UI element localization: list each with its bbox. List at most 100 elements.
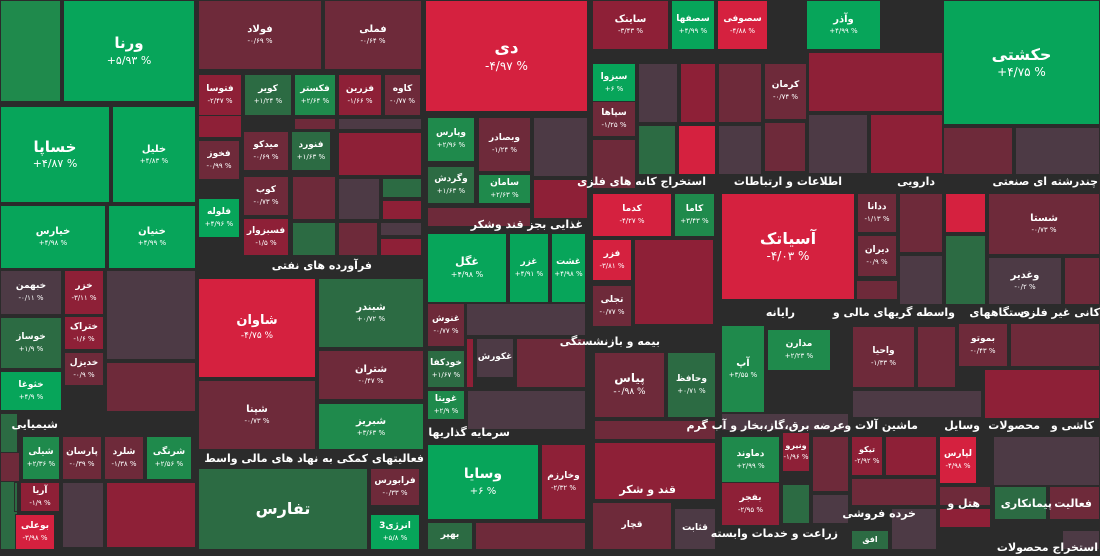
treemap-tile[interactable]: فکستر +۲/۶۴ % (294, 74, 336, 116)
treemap-tile[interactable]: کویر +۱/۲۴ % (244, 74, 292, 116)
treemap-tile-unlabeled[interactable] (427, 207, 531, 227)
treemap-tile[interactable]: فزر -۳/۸۱ % (592, 239, 632, 281)
treemap-tile[interactable]: پارسان -۰/۳۹ % (62, 436, 102, 480)
treemap-tile-unlabeled[interactable] (516, 338, 586, 388)
treemap-tile-unlabeled[interactable] (718, 63, 762, 123)
treemap-tile[interactable]: افق (851, 530, 889, 550)
treemap-tile[interactable]: کرمان -۰/۷۴ % (764, 63, 807, 120)
treemap-tile[interactable]: خیارس +۴/۹۸ % (0, 205, 106, 269)
treemap-tile[interactable]: شیلی +۲/۳۶ % (22, 436, 60, 480)
treemap-tile[interactable]: قثابت (674, 508, 716, 550)
treemap-tile-unlabeled[interactable] (812, 494, 849, 524)
treemap-tile-unlabeled[interactable] (533, 179, 588, 219)
treemap-tile-unlabeled[interactable] (106, 362, 196, 412)
treemap-tile-unlabeled[interactable] (106, 482, 196, 548)
treemap-tile[interactable]: شبندر +۰/۷۲ % (318, 278, 424, 348)
treemap-tile-unlabeled[interactable] (62, 482, 104, 548)
treemap-tile[interactable]: غکورش (476, 338, 514, 378)
treemap-tile[interactable]: وخارزم -۲/۳۲ % (541, 444, 586, 520)
treemap-tile[interactable]: وآذر +۴/۹۹ % (806, 0, 881, 50)
treemap-tile-unlabeled[interactable] (899, 193, 943, 253)
treemap-tile[interactable]: ونیرو -۱/۹۶ % (782, 432, 810, 472)
treemap-tile-unlabeled[interactable] (782, 484, 810, 524)
treemap-tile-unlabeled[interactable] (380, 222, 422, 236)
treemap-tile-unlabeled[interactable] (943, 127, 1013, 175)
treemap-tile-unlabeled[interactable] (764, 122, 806, 172)
treemap-tile-unlabeled[interactable] (638, 125, 676, 175)
treemap-tile[interactable]: بفجر -۲/۹۵ % (721, 482, 780, 526)
treemap-tile[interactable]: بهپر (427, 522, 473, 550)
treemap-tile[interactable]: شرنگی +۲/۵۶ % (146, 436, 192, 480)
treemap-tile[interactable]: خودکفا +۱/۶۷ % (427, 350, 465, 388)
treemap-tile-unlabeled[interactable] (870, 114, 943, 174)
treemap-tile-unlabeled[interactable] (917, 326, 956, 388)
treemap-tile-unlabeled[interactable] (338, 132, 422, 176)
treemap-tile-unlabeled[interactable] (678, 125, 716, 175)
treemap-tile[interactable]: خلیل +۴/۸۳ % (112, 106, 196, 203)
treemap-tile[interactable]: شپنا -۰/۷۳ % (198, 380, 316, 450)
treemap-tile-unlabeled[interactable] (592, 139, 636, 189)
treemap-tile-unlabeled[interactable] (885, 436, 937, 476)
treemap-tile-unlabeled[interactable] (0, 452, 20, 482)
treemap-tile[interactable]: فسبزوار -۱/۵ % (243, 218, 289, 256)
treemap-tile[interactable]: کاوه -۰/۷۷ % (384, 74, 421, 116)
treemap-tile[interactable]: ختراک -۱/۶ % (64, 316, 104, 350)
treemap-tile[interactable]: فخوز -۰/۹۹ % (198, 140, 240, 180)
treemap-tile[interactable]: خدیزل -۰/۹ % (64, 352, 104, 386)
treemap-tile-unlabeled[interactable] (292, 176, 336, 220)
treemap-tile-unlabeled[interactable] (718, 125, 762, 175)
treemap-tile[interactable]: شاوان -۴/۷۵ % (198, 278, 316, 378)
treemap-tile[interactable]: مدارن +۲/۲۳ % (767, 329, 831, 371)
treemap-tile[interactable]: واحیا -۱/۳۳ % (852, 326, 915, 388)
treemap-tile[interactable]: کدما -۴/۲۷ % (592, 193, 672, 237)
treemap-tile-unlabeled[interactable] (812, 436, 849, 492)
treemap-tile[interactable]: ددانا -۱/۱۳ % (857, 193, 897, 233)
treemap-tile-unlabeled[interactable] (0, 0, 61, 102)
treemap-tile[interactable]: وسایا +۶ % (427, 444, 539, 520)
treemap-tile[interactable]: بموتو -۰/۴۳ % (958, 323, 1008, 367)
treemap-tile-unlabeled[interactable] (380, 238, 422, 256)
treemap-tile-unlabeled[interactable] (475, 522, 586, 550)
treemap-tile[interactable]: تیکو -۲/۹۲ % (851, 436, 883, 476)
treemap-tile-unlabeled[interactable] (808, 114, 868, 174)
treemap-tile[interactable]: دماوند +۲/۹۹ % (721, 436, 780, 484)
treemap-tile[interactable]: آپ +۳/۵۵ % (721, 325, 765, 413)
treemap-tile-unlabeled[interactable] (1049, 486, 1100, 520)
treemap-tile-unlabeled[interactable] (899, 255, 943, 305)
treemap-tile[interactable]: وگردش +۱/۶۳ % (427, 166, 475, 204)
treemap-tile[interactable]: انرژی3 +۵/۸ % (370, 514, 420, 550)
treemap-tile[interactable]: سپاها -۱/۲۵ % (592, 101, 636, 137)
treemap-tile[interactable]: سصوفی -۴/۸۸ % (717, 0, 768, 50)
treemap-tile-unlabeled[interactable] (721, 413, 849, 431)
treemap-tile-unlabeled[interactable] (945, 193, 986, 233)
treemap-tile-unlabeled[interactable] (945, 235, 986, 305)
treemap-tile[interactable]: حکشتی +۴/۷۵ % (943, 0, 1100, 125)
treemap-tile[interactable]: فرابورس -۰/۳۳ % (370, 468, 420, 506)
treemap-tile[interactable]: آسیاتک -۴/۰۳ % (721, 193, 855, 300)
treemap-tile[interactable]: پیاس -۰/۹۸ % (594, 352, 665, 418)
treemap-tile[interactable]: فتوسا -۲/۴۷ % (198, 74, 242, 116)
treemap-tile-unlabeled[interactable] (594, 420, 716, 440)
treemap-tile-unlabeled[interactable] (292, 222, 336, 256)
treemap-tile[interactable]: دی -۴/۹۷ % (425, 0, 588, 112)
treemap-tile[interactable]: وپارس +۲/۹۶ % (427, 117, 475, 162)
treemap-tile[interactable]: خثوغا +۴/۹ % (0, 371, 62, 411)
treemap-tile-unlabeled[interactable] (984, 369, 1100, 419)
treemap-tile[interactable]: وغدیر -۰/۲ % (988, 257, 1062, 305)
treemap-tile[interactable]: شبریز +۳/۶۳ % (318, 403, 424, 450)
treemap-tile-unlabeled[interactable] (638, 63, 678, 123)
treemap-tile-unlabeled[interactable] (382, 200, 422, 220)
treemap-tile[interactable]: فلوله +۴/۹۶ % (198, 198, 240, 238)
treemap-tile-unlabeled[interactable] (466, 338, 474, 388)
treemap-tile[interactable]: بوعلی -۳/۹۸ % (15, 514, 55, 550)
treemap-tile[interactable]: سصفها +۴/۹۹ % (671, 0, 715, 50)
treemap-tile[interactable]: خساپا +۴/۸۷ % (0, 106, 110, 203)
treemap-tile[interactable]: خنیان +۴/۹۹ % (108, 205, 196, 269)
treemap-tile[interactable]: خزر -۳/۱۱ % (64, 270, 104, 315)
treemap-tile[interactable]: شلرد -۱/۳۸ % (104, 436, 144, 480)
treemap-tile[interactable]: شتران -۰/۴۷ % (318, 350, 424, 400)
treemap-tile-unlabeled[interactable] (939, 486, 991, 506)
treemap-tile[interactable]: فزرین -۱/۶۶ % (338, 74, 382, 116)
treemap-tile-unlabeled[interactable] (939, 508, 991, 528)
treemap-tile[interactable]: وبصادر -۱/۲۴ % (478, 117, 531, 172)
